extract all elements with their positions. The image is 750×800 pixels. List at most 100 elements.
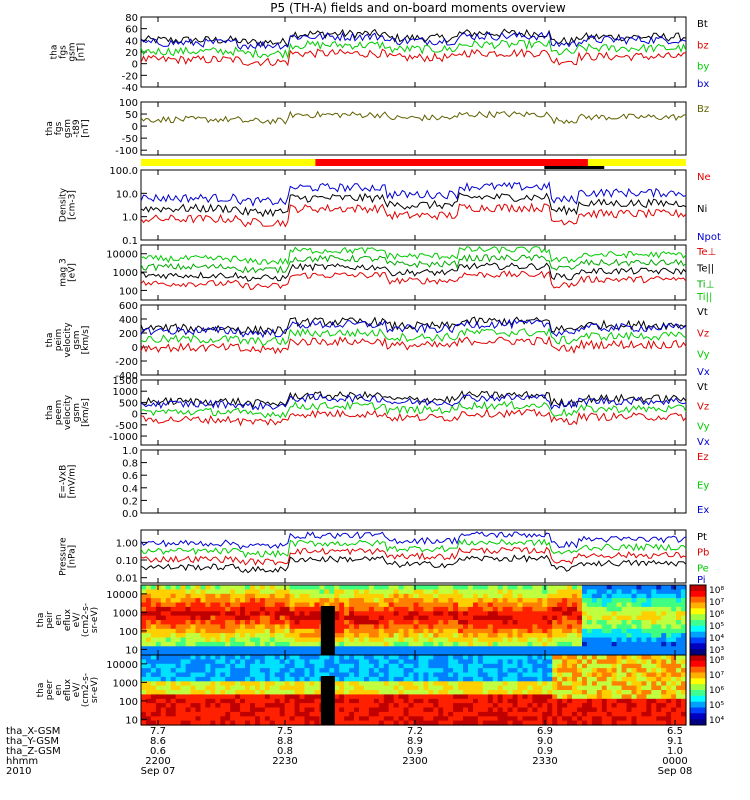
panel-vel_peim: 600 400 200 0 -200 -400 tha peim velocity gsm [km/… [45, 301, 710, 382]
footer-value: 7.5 [277, 726, 293, 737]
legend-Vt: Vt [697, 382, 708, 393]
colorbar-label: 10⁶ [709, 610, 724, 620]
y-axis-label: peir [45, 611, 55, 629]
y-tick-label: 40 [125, 36, 138, 47]
chart-title: P5 (TH-A) fields and on-board moments ov… [270, 1, 566, 15]
legend-Pb: Pb [697, 548, 709, 559]
y-axis-label: sr-eV) [90, 607, 100, 633]
y-axis-label: E=-VxB [59, 465, 69, 499]
footer-label-z: tha_Z-GSM [6, 746, 61, 757]
footer-value: 2200 [145, 756, 171, 767]
legend-Vx: Vx [697, 437, 710, 448]
footer-value: 0.6 [150, 746, 166, 757]
series-fgs-bz [140, 48, 687, 67]
y-axis-label: eflux [63, 608, 73, 631]
legend-Vy: Vy [697, 350, 710, 361]
y-tick-label: 100 [119, 286, 138, 297]
legend-by: by [697, 62, 709, 73]
colorbar-peer: 10⁸ 10⁷ 10⁶ 10⁵ 10⁴ [689, 654, 724, 726]
colorbar-label: 10⁶ [709, 686, 724, 696]
legend-bz: bz [697, 40, 709, 51]
y-axis-label: -t89 [72, 119, 82, 138]
y-tick-label: 1000 [113, 678, 138, 689]
axes-frame [140, 449, 687, 514]
y-axis-label: tha [36, 683, 46, 698]
y-tick-label: 1.00 [116, 538, 138, 549]
y-axis-label: [nT] [81, 119, 91, 137]
legend-Ez: Ez [697, 452, 709, 463]
panel-temp: 10000 1000 100 mag 3 [eV] Te⊥ Te|| Ti⊥Ti|| [59, 244, 716, 303]
y-tick-label: 80 [125, 13, 138, 24]
y-axis-label: gsm [68, 42, 78, 61]
series-temp-Te|| [140, 262, 687, 282]
series-vel_peem-Vz [140, 408, 687, 427]
legend-Vt: Vt [697, 307, 708, 318]
colorbar-peir: 10⁸ 10⁷ 10⁶ 10⁵ 10⁴ 10³ [689, 584, 724, 656]
series-fgs-Bt [140, 28, 687, 48]
legend-Vy: Vy [697, 421, 710, 432]
y-axis-label: eflux [63, 678, 73, 701]
y-axis-label: (cm2-s- [81, 673, 91, 707]
y-axis-label: gsm [72, 330, 82, 349]
footer-label-x: tha_X-GSM [6, 726, 61, 737]
legend-Ni: Ni [697, 204, 707, 215]
y-tick-label: 0 [132, 60, 138, 71]
y-tick-label: 10 [125, 645, 138, 656]
y-axis-label: en [54, 614, 64, 625]
y-axis-label: velocity [63, 394, 73, 430]
series-vel_peim-Vx [140, 318, 687, 339]
y-tick-label: 0 [132, 410, 138, 421]
footer-value: 7.2 [407, 726, 423, 737]
y-tick-label: 400 [119, 315, 138, 326]
colorbar-label: 10⁷ [709, 671, 724, 681]
y-axis-label: peem [54, 400, 64, 426]
y-tick-label: -400 [115, 371, 138, 382]
colorbar-label: 10⁷ [709, 598, 724, 608]
y-tick-label: 0.2 [122, 496, 138, 507]
y-tick-label: 100.0 [109, 166, 138, 177]
y-axis-label: peim [54, 329, 64, 352]
y-axis-label: tha [45, 333, 55, 348]
legend-Pi: Pi [697, 575, 706, 586]
y-tick-label: 10000 [106, 250, 138, 261]
series-fgs-by [140, 39, 687, 60]
y-tick-label: 0 [132, 122, 138, 133]
axes-frame [140, 379, 687, 446]
y-axis-label: [nPa] [68, 545, 78, 568]
y-tick-label: 0 [132, 343, 138, 354]
footer-value: 6.9 [537, 726, 553, 737]
y-tick-label: -1000 [109, 432, 138, 443]
y-tick-label: 1.0 [122, 446, 138, 457]
legend-Bt: Bt [697, 19, 708, 30]
footer-value: 2230 [272, 756, 298, 767]
series-pressure-Pt [140, 554, 687, 574]
colorbar-label: 10³ [709, 646, 724, 656]
legend-Ti||: Ti|| [696, 292, 712, 303]
legend-bx: bx [697, 79, 709, 90]
footer-date-end: Sep 08 [657, 766, 693, 777]
y-axis-label: [km/s] [81, 326, 91, 355]
legend-Vz: Vz [697, 328, 709, 339]
y-tick-label: 100 [119, 697, 138, 708]
colorbar-label: 10⁵ [709, 622, 724, 632]
axes-frame [140, 101, 687, 156]
axes-frame [140, 169, 687, 241]
colorbar-label: 10⁸ [709, 656, 724, 666]
y-tick-label: 0.6 [122, 471, 138, 482]
y-axis-label: [eV] [68, 263, 78, 282]
y-axis-label: eV/ [72, 682, 82, 698]
series-pressure-Pi [140, 531, 687, 550]
mode-bar-burst [544, 166, 605, 169]
series-vel_peem-Vt [140, 390, 687, 409]
y-tick-label: 0.10 [116, 556, 138, 567]
footer-value: 0.8 [277, 746, 293, 757]
y-axis-label: peer [45, 679, 55, 700]
y-tick-label: 20 [125, 48, 138, 59]
data-gap [320, 606, 335, 655]
colorbar-label: 10⁴ [709, 634, 724, 644]
y-tick-label: 200 [119, 329, 138, 340]
axes-frame [140, 16, 687, 88]
y-axis-label: [mV/m] [68, 465, 78, 499]
